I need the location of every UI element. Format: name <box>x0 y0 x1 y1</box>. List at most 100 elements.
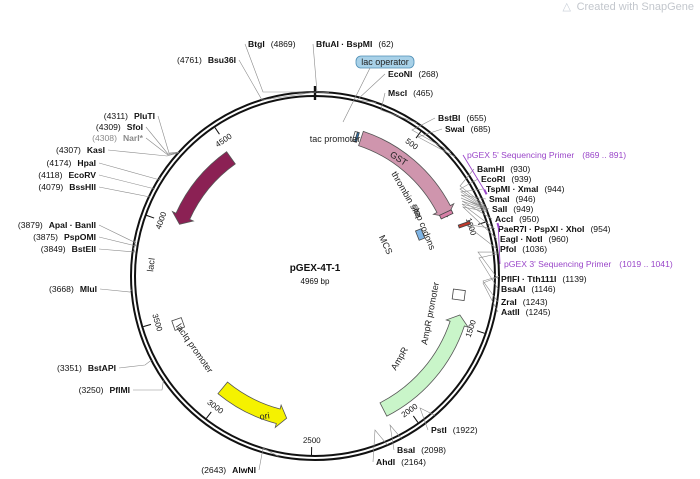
site-leader-line <box>417 128 456 158</box>
primer-name: pGEX 5' Sequencing Primer <box>467 150 574 160</box>
restriction-site-label[interactable]: (4079) BssHII <box>38 182 96 192</box>
restriction-site-label[interactable]: BtgI (4869) <box>248 39 296 49</box>
stop-codons-feature-glyph <box>457 220 472 229</box>
thrombin-site-feature-glyph <box>438 209 454 220</box>
site-position: (946) <box>516 194 536 204</box>
site-leader-line <box>107 149 179 157</box>
restriction-site-label[interactable]: PflFI · Tth111I (1139) <box>501 274 587 284</box>
restriction-site-label[interactable]: (3879) ApaI · BanII <box>18 220 96 230</box>
primer-labels: pGEX 5' Sequencing Primer (869 .. 891)pGE… <box>462 150 673 269</box>
site-leader-line <box>461 200 493 220</box>
site-name: ZraI <box>501 297 517 307</box>
restriction-site-label[interactable]: (2643) AlwNI <box>201 465 256 475</box>
restriction-site-label[interactable]: MscI (465) <box>388 88 433 98</box>
restriction-site-label[interactable]: (4308) NarI* <box>92 133 144 143</box>
restriction-site-label[interactable]: AccI (950) <box>495 214 539 224</box>
restriction-site-label[interactable]: BfuAI · BspMI (62) <box>316 39 394 49</box>
restriction-site-label[interactable]: BsaAI (1146) <box>501 284 556 294</box>
tick-label: 2500 <box>303 436 322 445</box>
site-position: (930) <box>510 164 530 174</box>
site-name: AccI <box>495 214 513 224</box>
site-position: (4869) <box>271 39 296 49</box>
restriction-site-label[interactable]: AatII (1245) <box>501 307 551 317</box>
site-name: AhdI <box>376 457 395 467</box>
restriction-site-label[interactable]: (4311) PluTI <box>104 111 155 121</box>
mcs-feature-glyph <box>414 228 426 241</box>
watermark-text: Created with SnapGene <box>576 1 694 13</box>
restriction-site-label[interactable]: (4307) KasI <box>56 145 105 155</box>
restriction-site-label[interactable]: EcoRI (939) <box>481 174 532 184</box>
ori-label: ori <box>259 410 270 421</box>
site-name: MluI <box>80 284 97 294</box>
site-position: (4118) <box>38 170 62 180</box>
restriction-site-label[interactable]: PstI (1922) <box>431 425 478 435</box>
restriction-site-label[interactable]: PaeR7I · PspXI · XhoI (954) <box>498 224 611 234</box>
restriction-site-label[interactable]: AhdI (2164) <box>376 457 426 467</box>
site-name: SwaI <box>445 124 465 134</box>
restriction-site-label[interactable]: (4118) EcoRV <box>38 170 96 180</box>
tick-mark <box>214 127 220 135</box>
site-position: (1036) <box>522 244 547 254</box>
tick-label: 3500 <box>150 313 164 333</box>
restriction-site-label[interactable]: (4309) SfoI <box>96 122 143 132</box>
site-position: (1139) <box>562 274 586 284</box>
site-leader-line <box>99 288 132 293</box>
lac-operator-label: lac operator <box>361 57 409 67</box>
site-name: BstEII <box>72 244 96 254</box>
restriction-site-label[interactable]: SalI (949) <box>492 204 533 214</box>
site-name: SalI <box>492 204 507 214</box>
site-position: (949) <box>513 204 533 214</box>
plasmid-size: 4969 bp <box>301 277 330 286</box>
site-leader-line <box>118 359 152 369</box>
restriction-site-label[interactable]: BstBI (655) <box>438 113 487 123</box>
site-name: KasI <box>87 145 105 155</box>
restriction-site-label[interactable]: EcoNI (268) <box>388 69 439 79</box>
site-leader-line <box>462 206 498 240</box>
restriction-site-label[interactable]: (4174) HpaI <box>47 158 96 168</box>
restriction-site-label[interactable]: (3875) PspOMI <box>33 232 96 242</box>
site-position: (1245) <box>526 307 551 317</box>
ampr-promoter-feature-glyph <box>451 288 466 301</box>
site-name: EagI · NotI <box>500 234 543 244</box>
site-leader-line <box>460 188 487 209</box>
site-position: (62) <box>378 39 393 49</box>
site-position: (944) <box>544 184 564 194</box>
restriction-site-label[interactable]: SmaI (946) <box>489 194 536 204</box>
restriction-site-label[interactable]: BamHI (930) <box>477 164 530 174</box>
restriction-site-label[interactable]: EagI · NotI (960) <box>500 234 569 244</box>
snapgene-logo-icon: △ <box>562 1 571 13</box>
restriction-site-label[interactable]: ZraI (1243) <box>501 297 548 307</box>
laci-feature-arrow <box>171 151 236 225</box>
site-position: (4308) <box>92 133 117 143</box>
restriction-site-label[interactable]: TspMI · XmaI (944) <box>486 184 565 194</box>
site-position: (954) <box>590 224 610 234</box>
site-leader-line <box>145 137 179 156</box>
primer-label[interactable]: pGEX 5' Sequencing Primer (869 .. 891) <box>467 150 626 160</box>
site-name: BstBI <box>438 113 460 123</box>
restriction-site-label[interactable]: SwaI (685) <box>445 124 491 134</box>
primer-label[interactable]: pGEX 3' Sequencing Primer (1019 .. 1041) <box>504 259 673 269</box>
site-position: (655) <box>466 113 486 123</box>
restriction-site-label[interactable]: (3250) PflMI <box>79 385 130 395</box>
restriction-site-label[interactable]: (4761) Bsu36I <box>177 55 236 65</box>
site-leader-line <box>411 117 451 152</box>
restriction-site-label[interactable]: (3351) BstAPI <box>57 363 116 373</box>
mcs-label: MCS <box>377 234 395 256</box>
site-leader-line <box>482 276 500 313</box>
laci-label: lacI <box>145 257 157 272</box>
site-position: (4309) <box>96 122 121 132</box>
site-position: (939) <box>511 174 531 184</box>
site-position: (4079) <box>38 182 63 192</box>
site-position: (465) <box>413 88 433 98</box>
site-position: (2643) <box>201 465 226 475</box>
site-leader-line <box>460 194 487 209</box>
feature-arrows <box>171 130 472 429</box>
laciq-promoter-label: lacIq promoter <box>174 322 215 375</box>
tick-mark <box>206 411 212 419</box>
restriction-site-label[interactable]: (3849) BstEII <box>41 244 96 254</box>
restriction-site-label[interactable]: (3668) MluI <box>49 284 97 294</box>
tick-mark <box>415 131 422 139</box>
restriction-site-label[interactable]: BsaI (2098) <box>397 445 446 455</box>
restriction-site-label[interactable]: PfoI (1036) <box>500 244 547 254</box>
